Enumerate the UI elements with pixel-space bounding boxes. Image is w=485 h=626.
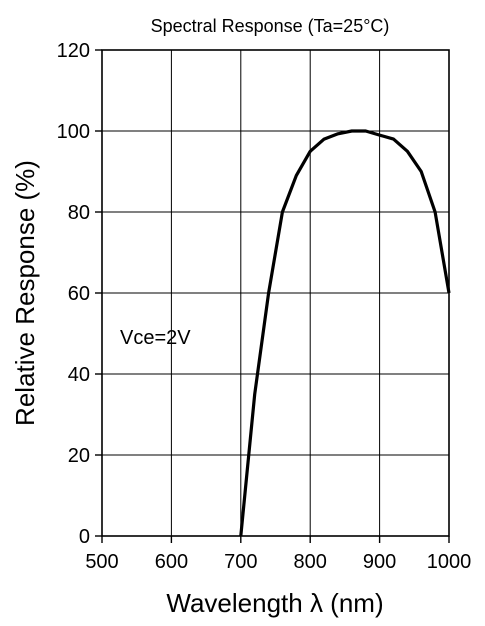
x-tick-label: 800 <box>294 551 327 573</box>
condition-annotation: Vce=2V <box>120 327 191 349</box>
x-tick-labels: 500 600 700 800 900 1000 <box>85 536 471 573</box>
y-tick-label: 40 <box>68 364 90 386</box>
grid <box>102 50 449 536</box>
y-tick-label: 120 <box>57 40 90 62</box>
y-tick-label: 80 <box>68 202 90 224</box>
x-tick-label: 700 <box>224 551 257 573</box>
x-axis-label: Wavelength λ (nm) <box>166 588 383 618</box>
y-tick-label: 20 <box>68 445 90 467</box>
y-tick-label: 0 <box>79 526 90 548</box>
chart-title: Spectral Response (Ta=25°C) <box>151 16 390 36</box>
x-tick-label: 500 <box>85 551 118 573</box>
series-line <box>239 129 451 537</box>
y-axis-label: Relative Response (%) <box>10 160 40 426</box>
x-tick-label: 600 <box>155 551 188 573</box>
y-tick-label: 60 <box>68 283 90 305</box>
y-tick-labels: 0 20 40 60 80 100 120 <box>57 40 102 548</box>
x-tick-label: 900 <box>363 551 396 573</box>
x-tick-label: 1000 <box>427 551 472 573</box>
y-tick-label: 100 <box>57 121 90 143</box>
